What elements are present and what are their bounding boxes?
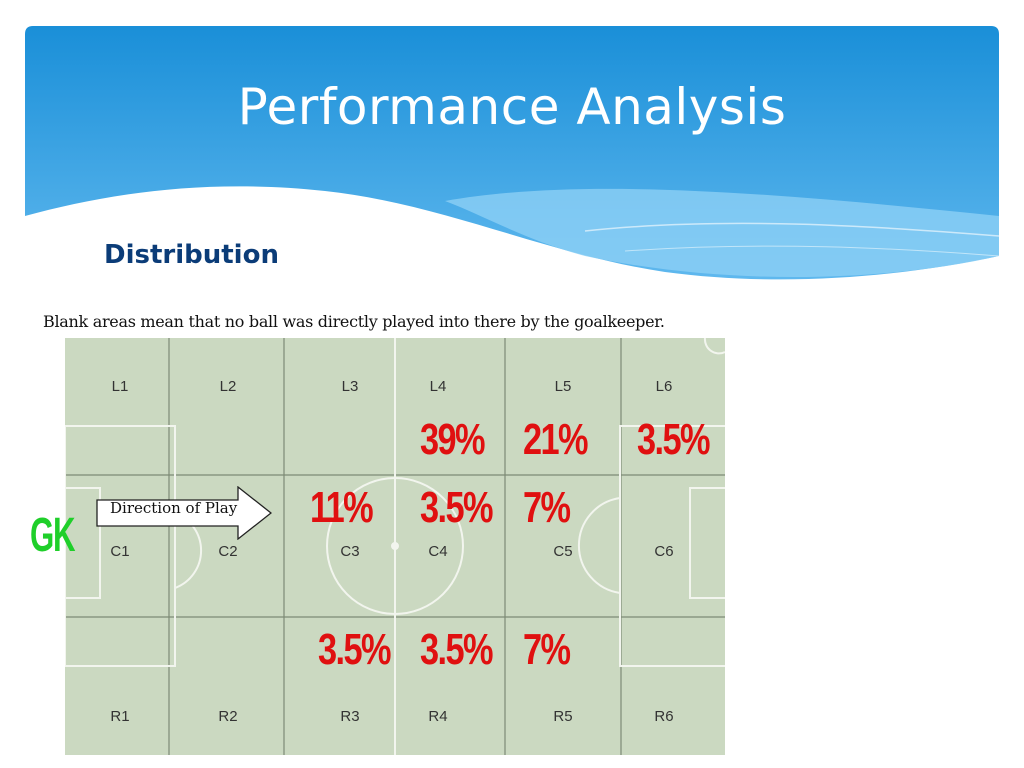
zone-label-c6: C6 [654, 543, 674, 560]
zone-label-r6: R6 [654, 708, 674, 725]
pct-r3: 3.5% [318, 625, 392, 674]
pct-r4: 3.5% [420, 625, 494, 674]
zone-label-r3: R3 [340, 708, 360, 725]
pct-c5: 7% [523, 483, 571, 532]
pct-l6: 3.5% [637, 415, 711, 464]
banner-background [25, 26, 999, 280]
pct-c4: 3.5% [420, 483, 494, 532]
direction-of-play-label: Direction of Play [110, 499, 238, 517]
zone-label-l2: L2 [219, 378, 237, 395]
pitch-caption: Blank areas mean that no ball was direct… [43, 312, 665, 331]
zone-label-r2: R2 [218, 708, 238, 725]
direction-arrow-icon [96, 486, 272, 540]
zone-label-l6: L6 [655, 378, 673, 395]
slide-title: Performance Analysis [237, 78, 787, 136]
pct-l4: 39% [420, 415, 486, 464]
zone-label-c4: C4 [428, 543, 448, 560]
zone-label-r5: R5 [553, 708, 573, 725]
zone-label-c2: C2 [218, 543, 238, 560]
pct-l5: 21% [523, 415, 589, 464]
pitch-markings [65, 338, 725, 755]
zone-label-c1: C1 [110, 543, 130, 560]
zone-label-l4: L4 [429, 378, 447, 395]
zone-label-r1: R1 [110, 708, 130, 725]
title-banner [25, 26, 999, 288]
pct-c3: 11% [310, 483, 374, 532]
zone-label-r4: R4 [428, 708, 448, 725]
section-heading: Distribution [104, 240, 279, 270]
goalkeeper-label: GK [30, 509, 75, 562]
zone-label-l3: L3 [341, 378, 359, 395]
pitch-diagram: L1 L2 L3 L4 L5 L6 C1 C2 C3 C4 C5 C6 R1 R… [65, 338, 725, 755]
zone-label-l1: L1 [111, 378, 129, 395]
zone-label-c3: C3 [340, 543, 360, 560]
zone-label-l5: L5 [554, 378, 572, 395]
pct-r5: 7% [523, 625, 571, 674]
zone-label-c5: C5 [553, 543, 573, 560]
